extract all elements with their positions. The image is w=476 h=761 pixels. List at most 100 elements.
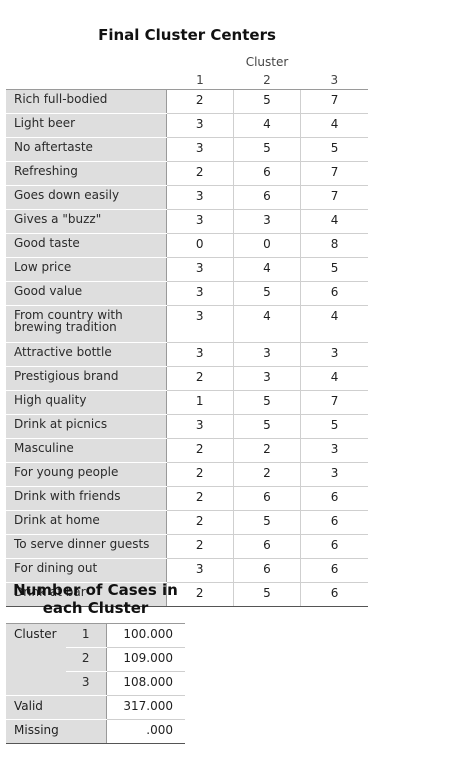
center-row: High quality 1 5 7 (6, 390, 369, 415)
cluster-3-value: 5 (300, 414, 369, 439)
center-row: Masculine 2 2 3 (6, 438, 369, 463)
cluster-1-value: 2 (165, 161, 234, 186)
cluster-1-value: 2 (165, 462, 234, 487)
attribute-label: Drink with friends (6, 486, 166, 511)
cluster-2-value: 5 (232, 89, 301, 114)
center-row: Gives a "buzz" 3 3 4 (6, 209, 369, 234)
cluster-3-value: 5 (300, 257, 369, 282)
cluster-1-value: 3 (165, 113, 234, 138)
missing-value: .000 (105, 719, 185, 744)
cluster-id: 3 (66, 671, 106, 696)
cluster-3-value: 6 (300, 534, 369, 559)
cluster-1-value: 3 (165, 558, 234, 583)
valid-value: 317.000 (105, 695, 185, 720)
final-cluster-centers-title: Final Cluster Centers (98, 26, 276, 44)
cluster-3-value: 4 (300, 305, 369, 343)
attribute-label: Goes down easily (6, 185, 166, 210)
attribute-label: Gives a "buzz" (6, 209, 166, 234)
attribute-label: Light beer (6, 113, 166, 138)
cluster-3-value: 3 (300, 438, 369, 463)
cluster-group-spacer (6, 647, 66, 672)
attribute-label: Good taste (6, 233, 166, 258)
attribute-label: No aftertaste (6, 137, 166, 162)
cluster-group-label: Cluster (6, 623, 66, 648)
final-cluster-centers-table: Cluster 1 2 3 Rich full-bodied 2 5 7 Light b… (6, 52, 369, 607)
attribute-label: Good value (6, 281, 166, 306)
cluster-1-value: 3 (165, 137, 234, 162)
cluster-1-value: 3 (165, 414, 234, 439)
cluster-2-value: 3 (232, 366, 301, 391)
attribute-label: For young people (6, 462, 166, 487)
cluster-3-value: 6 (300, 281, 369, 306)
cluster-3-value: 3 (300, 462, 369, 487)
cluster-2-value: 4 (232, 257, 301, 282)
cluster-1-value: 3 (165, 305, 234, 343)
cluster-header-row: Cluster (6, 52, 368, 71)
cases-row-cluster-2: 2 109.000 (6, 647, 185, 672)
cases-row-valid: Valid 317.000 (6, 695, 185, 720)
cluster-2-value: 4 (232, 305, 301, 343)
center-row: Drink at picnics 3 5 5 (6, 414, 369, 439)
center-row: Light beer 3 4 4 (6, 113, 369, 138)
center-row: Good value 3 5 6 (6, 281, 369, 306)
cluster-2-value: 6 (232, 486, 301, 511)
number-of-cases-title: Number of Cases in each Cluster (13, 581, 178, 617)
attribute-label: Drink at bar (6, 582, 166, 607)
center-row: Low price 3 4 5 (6, 257, 369, 282)
attribute-label: Prestigious brand (6, 366, 166, 391)
cluster-2-value: 6 (232, 185, 301, 210)
center-row: Good taste 0 0 8 (6, 233, 369, 258)
cluster-2-value: 6 (232, 558, 301, 583)
cluster-3-value: 7 (300, 390, 369, 415)
cluster-2-value: 5 (232, 510, 301, 535)
cases-row-missing: Missing .000 (6, 719, 185, 744)
cluster-1-value: 0 (165, 233, 234, 258)
valid-label: Valid (6, 695, 106, 720)
attribute-label: From country with brewing tradition (6, 305, 166, 343)
cluster-1-value: 2 (165, 486, 234, 511)
attribute-label: Rich full-bodied (6, 89, 166, 114)
cluster-3-value: 6 (300, 582, 369, 607)
center-row: Drink at bar 2 5 6 (6, 582, 369, 607)
cluster-3-value: 3 (300, 342, 369, 367)
cluster-count: 100.000 (105, 623, 185, 648)
cases-row-cluster-1: Cluster 1 100.000 (6, 623, 185, 648)
attribute-label: Drink at home (6, 510, 166, 535)
center-row: Rich full-bodied 2 5 7 (6, 89, 369, 114)
cluster-2-value: 5 (232, 414, 301, 439)
cluster-2-value: 6 (232, 161, 301, 186)
center-row: For young people 2 2 3 (6, 462, 369, 487)
center-row: Prestigious brand 2 3 4 (6, 366, 369, 391)
attribute-label: Refreshing (6, 161, 166, 186)
cluster-label: Cluster (245, 54, 289, 69)
cluster-2-value: 6 (232, 534, 301, 559)
center-row: Refreshing 2 6 7 (6, 161, 369, 186)
cluster-3-value: 7 (300, 161, 369, 186)
center-row: To serve dinner guests 2 6 6 (6, 534, 369, 559)
center-row: Drink with friends 2 6 6 (6, 486, 369, 511)
cluster-1-value: 3 (165, 257, 234, 282)
cluster-1-value: 3 (165, 342, 234, 367)
cluster-number-row: 1 2 3 (6, 71, 369, 90)
attribute-label: Drink at picnics (6, 414, 166, 439)
cluster-1-value: 3 (165, 281, 234, 306)
center-row: No aftertaste 3 5 5 (6, 137, 369, 162)
cluster-id: 1 (66, 623, 106, 648)
cluster-2-value: 3 (232, 209, 301, 234)
attribute-label: High quality (6, 390, 166, 415)
cluster-3-header: 3 (300, 71, 369, 90)
cluster-1-header: 1 (165, 71, 234, 90)
center-row: Attractive bottle 3 3 3 (6, 342, 369, 367)
attribute-label: To serve dinner guests (6, 534, 166, 559)
cluster-3-value: 8 (300, 233, 369, 258)
cluster-3-value: 6 (300, 558, 369, 583)
cluster-2-value: 2 (232, 438, 301, 463)
attribute-label: Low price (6, 257, 166, 282)
cluster-3-value: 4 (300, 366, 369, 391)
cluster-2-value: 4 (232, 113, 301, 138)
cluster-1-value: 2 (165, 582, 234, 607)
cluster-1-value: 1 (165, 390, 234, 415)
cluster-3-value: 4 (300, 209, 369, 234)
cluster-3-value: 5 (300, 137, 369, 162)
cluster-3-value: 7 (300, 185, 369, 210)
